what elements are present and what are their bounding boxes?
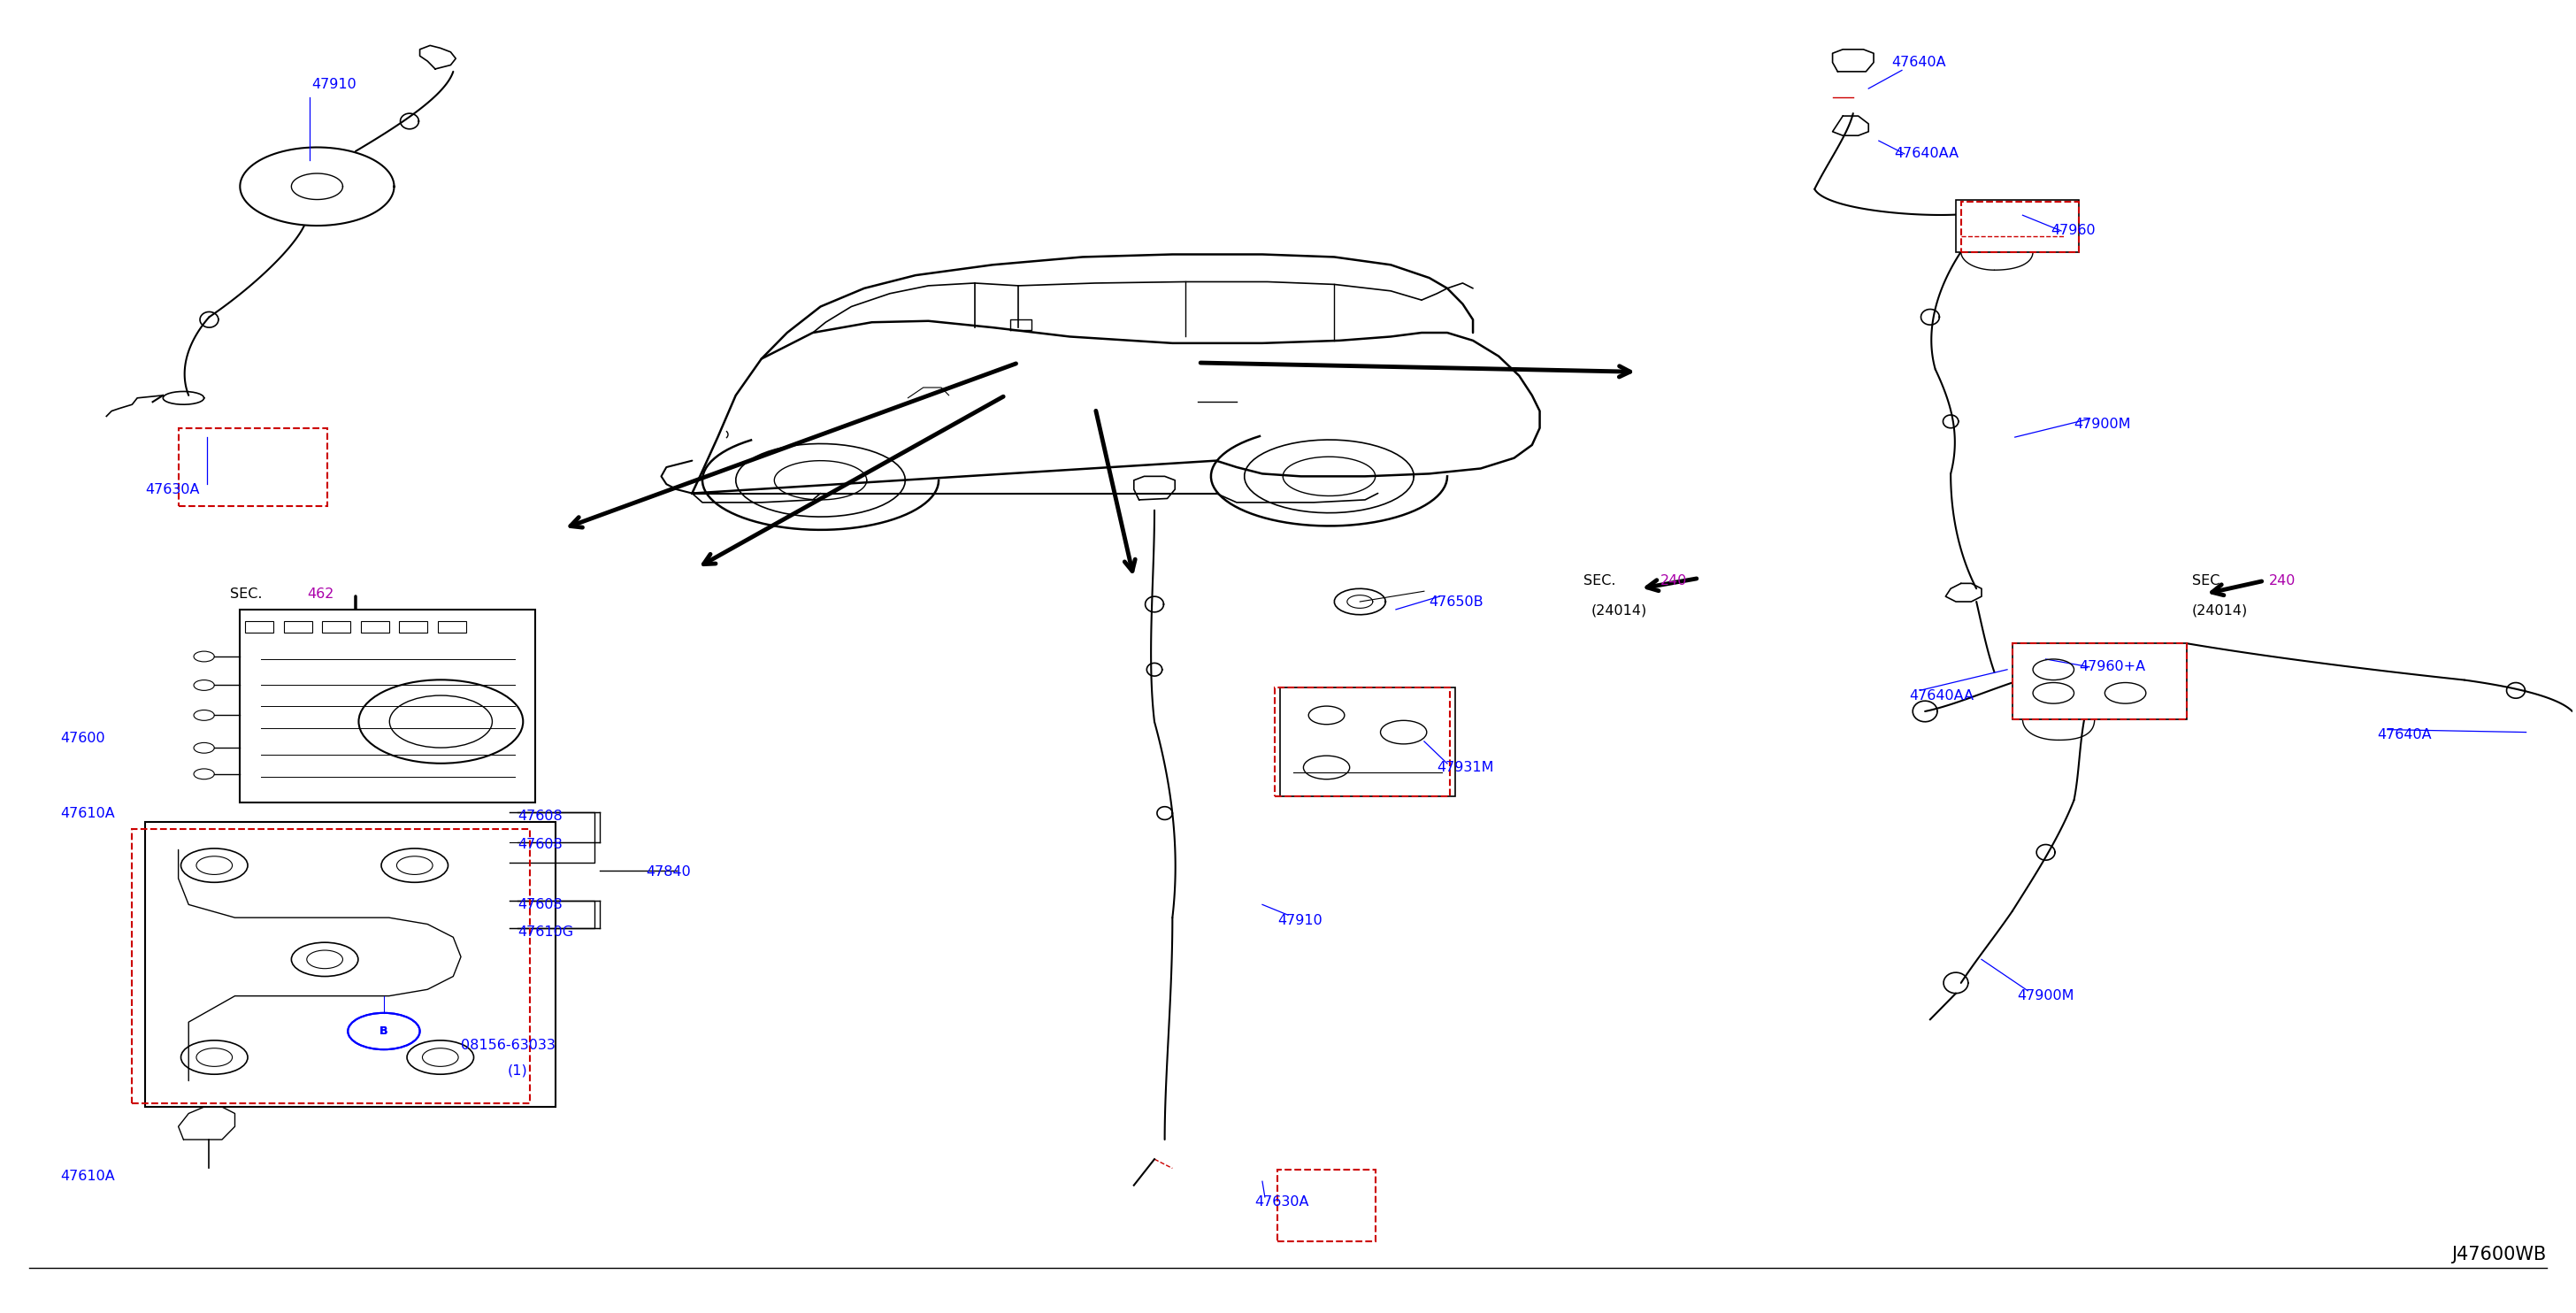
Text: 47840: 47840	[647, 865, 690, 878]
Bar	[1955, 200, 2079, 252]
Text: 47630A: 47630A	[1255, 1196, 1309, 1209]
Bar	[1278, 1170, 1376, 1241]
Text: 47608: 47608	[518, 898, 562, 911]
Text: 47640AA: 47640AA	[1909, 689, 1973, 702]
Bar	[1275, 688, 1450, 796]
Text: 47650B: 47650B	[1430, 595, 1484, 608]
Text: 47931M: 47931M	[1437, 760, 1494, 775]
Text: 47640AA: 47640AA	[1893, 147, 1958, 160]
Text: 47608: 47608	[518, 838, 562, 851]
Text: 47910: 47910	[312, 77, 358, 92]
Text: SEC.: SEC.	[1584, 574, 1615, 587]
Text: 47640A: 47640A	[2378, 729, 2432, 742]
Text: 47610A: 47610A	[59, 806, 116, 819]
Bar	[240, 609, 536, 802]
Bar	[2012, 643, 2187, 720]
Text: 47610G: 47610G	[518, 926, 574, 939]
Text: 240: 240	[2269, 574, 2295, 587]
Text: (24014): (24014)	[1592, 604, 1646, 617]
Text: 47900M: 47900M	[2074, 418, 2130, 431]
Bar	[1280, 688, 1455, 796]
Text: B: B	[379, 1025, 389, 1037]
Bar	[2012, 643, 2187, 720]
Bar	[245, 621, 273, 633]
Text: 462: 462	[307, 587, 335, 600]
Text: (1): (1)	[507, 1064, 528, 1077]
Bar	[1960, 202, 2079, 252]
Text: 47960: 47960	[2050, 225, 2097, 238]
Text: 47600: 47600	[59, 733, 106, 746]
Bar	[178, 428, 327, 507]
Text: 47960+A: 47960+A	[2079, 660, 2146, 674]
Bar	[438, 621, 466, 633]
Text: 240: 240	[1662, 574, 1687, 587]
Text: 47640A: 47640A	[1891, 56, 1945, 70]
Bar	[322, 621, 350, 633]
Bar	[144, 822, 556, 1107]
Text: SEC.: SEC.	[2192, 574, 2226, 587]
Text: B: B	[379, 1025, 389, 1037]
Text: 47608: 47608	[518, 809, 562, 822]
Text: 47910: 47910	[1278, 914, 1321, 927]
Text: 47610A: 47610A	[59, 1170, 116, 1183]
Bar	[131, 829, 531, 1103]
Text: 47630A: 47630A	[144, 483, 198, 496]
Text: SEC.: SEC.	[229, 587, 263, 600]
Text: 47900M: 47900M	[2017, 989, 2074, 1003]
Text: 08156-63033: 08156-63033	[461, 1039, 556, 1052]
Bar	[361, 621, 389, 633]
Bar	[399, 621, 428, 633]
Bar	[283, 621, 312, 633]
Text: J47600WB: J47600WB	[2452, 1246, 2548, 1263]
Text: (24014): (24014)	[2192, 604, 2249, 617]
